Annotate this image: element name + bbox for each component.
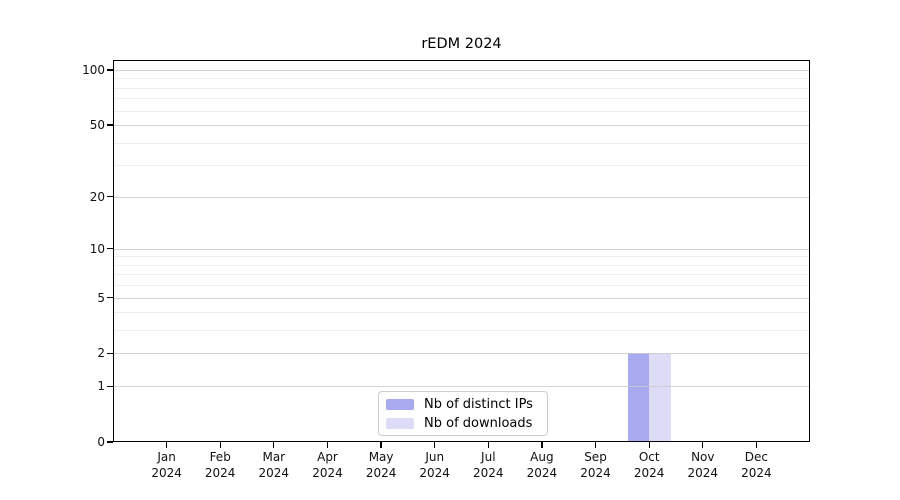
gridline-minor-y-8 (113, 264, 810, 266)
x-tick-apr (326, 442, 329, 448)
legend: Nb of distinct IPs Nb of downloads (378, 391, 548, 436)
y-tick-10 (107, 248, 113, 250)
plot-area (113, 60, 810, 442)
gridline-major-y-5 (113, 297, 810, 299)
gridline-major-y-1 (113, 386, 810, 388)
gridline-minor-y-9 (113, 256, 810, 258)
y-tick-50 (107, 124, 113, 126)
x-tick-jul (487, 442, 489, 448)
y-tick-label-100: 100 (82, 63, 105, 77)
x-tick-may (380, 442, 382, 448)
x-tick-label-nov: Nov 2024 (687, 450, 719, 480)
x-tick-mar (273, 442, 275, 448)
y-tick-1 (107, 385, 113, 387)
x-tick-label-jun: Jun 2024 (419, 450, 450, 480)
y-tick-label-50: 50 (89, 118, 105, 133)
x-tick-nov (702, 442, 704, 448)
x-tick-oct (648, 442, 650, 448)
gridline-minor-y-4 (113, 312, 810, 314)
gridline-minor-y-3 (113, 330, 810, 332)
gridline-major-y-10 (113, 248, 810, 250)
x-tick-aug (541, 442, 543, 448)
gridline-minor-y-90 (113, 78, 810, 80)
y-tick-2 (107, 352, 113, 355)
x-tick-jan (166, 442, 168, 448)
x-tick-label-oct: Oct 2024 (633, 450, 665, 480)
bar-distinct-ips-oct-2024 (627, 353, 650, 442)
x-tick-label-aug: Aug 2024 (526, 450, 558, 480)
gridline-major-y-20 (113, 196, 810, 198)
legend-swatch-downloads-icon (386, 417, 414, 429)
x-tick-sep (594, 442, 597, 448)
legend-swatch-distinct-ips-icon (386, 398, 414, 410)
gridline-major-y-2 (113, 353, 810, 355)
x-tick-label-dec: Dec 2024 (741, 450, 772, 480)
gridline-major-y-100 (113, 70, 810, 71)
y-tick-label-5: 5 (97, 290, 105, 305)
x-tick-label-feb: Feb 2024 (204, 450, 236, 480)
gridline-minor-y-30 (113, 165, 810, 167)
x-tick-label-sep: Sep 2024 (580, 450, 611, 480)
y-tick-100 (107, 69, 113, 71)
x-tick-dec (755, 442, 757, 448)
x-tick-jun (434, 442, 436, 448)
y-tick-5 (107, 296, 113, 299)
legend-label-distinct-ips: Nb of distinct IPs (424, 396, 533, 412)
y-tick-label-10: 10 (89, 241, 105, 256)
legend-label-downloads: Nb of downloads (424, 415, 533, 431)
x-tick-label-apr: Apr 2024 (312, 450, 343, 480)
gridline-major-y-50 (113, 125, 810, 127)
x-tick-label-may: May 2024 (365, 450, 397, 480)
x-tick-label-jan: Jan 2024 (151, 450, 182, 480)
x-tick-feb (219, 442, 221, 448)
y-tick-0 (107, 441, 113, 443)
y-tick-20 (107, 195, 113, 198)
x-tick-label-jul: Jul 2024 (473, 450, 504, 480)
y-tick-label-0: 0 (97, 435, 105, 449)
gridline-minor-y-7 (113, 274, 810, 276)
gridline-minor-y-80 (113, 87, 810, 89)
bar-downloads-oct-2024 (649, 353, 671, 442)
y-tick-label-1: 1 (97, 379, 105, 394)
legend-item-distinct-ips: Nb of distinct IPs (386, 397, 547, 412)
gridline-minor-y-6 (113, 285, 810, 287)
legend-item-downloads: Nb of downloads (386, 416, 547, 431)
gridline-minor-y-60 (113, 110, 810, 112)
x-tick-label-mar: Mar 2024 (258, 450, 290, 480)
y-tick-label-20: 20 (89, 189, 105, 204)
gridline-minor-y-70 (113, 98, 810, 100)
chart-title: rEDM 2024 (421, 36, 502, 52)
y-tick-label-2: 2 (97, 346, 105, 361)
gridline-minor-y-40 (113, 142, 810, 144)
